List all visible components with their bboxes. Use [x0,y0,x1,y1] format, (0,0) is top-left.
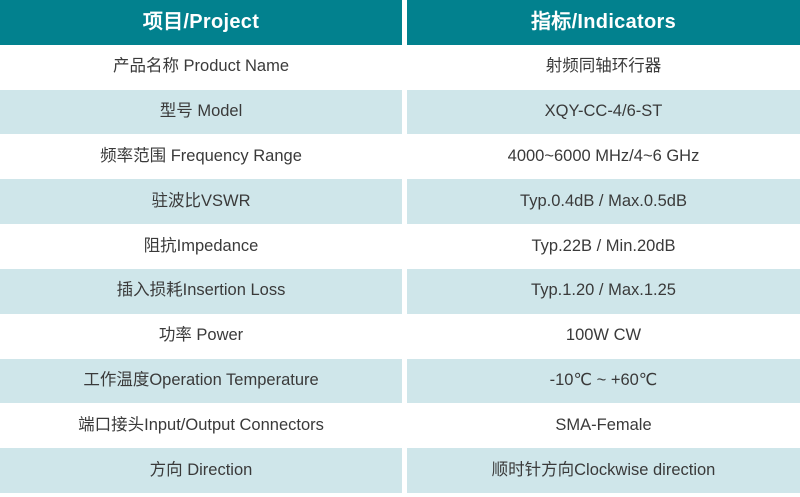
table-row: 型号 Model XQY-CC-4/6-ST [0,89,800,135]
row-label: 工作温度Operation Temperature [83,371,319,389]
row-value: 射频同轴环行器 [545,57,662,76]
row-value: XQY-CC-4/6-ST [544,102,663,121]
row-label: 方向 Direction [149,460,253,479]
table-row: 频率范围 Frequency Range 4000~6000 MHz/4~6 G… [0,134,800,180]
row-label: 功率 Power [158,326,244,345]
header-cell-indicators: 指标/Indicators [530,11,677,34]
column-divider [402,403,407,449]
column-divider [402,358,407,404]
column-divider [402,268,407,314]
table-row: 工作温度Operation Temperature -10℃ ~ +60℃ [0,358,800,404]
row-label: 频率范围 Frequency Range [100,146,302,165]
column-divider [402,179,407,225]
row-value: 100W CW [565,326,642,345]
table-row: 阻抗Impedance Typ.22B / Min.20dB [0,224,800,269]
row-value: -10℃ ~ +60℃ [549,371,658,389]
column-divider [402,224,407,269]
row-value: Typ.1.20 / Max.1.25 [531,281,676,300]
row-label: 产品名称 Product Name [112,57,290,76]
table-row: 端口接头Input/Output Connectors SMA-Female [0,403,800,449]
row-value: Typ.0.4dB / Max.0.5dB [520,191,687,210]
table-row: 方向 Direction 顺时针方向Clockwise direction [0,448,800,493]
column-divider [402,0,407,45]
row-value: 4000~6000 MHz/4~6 GHz [507,146,700,165]
row-label: 型号 Model [159,102,243,121]
row-label: 阻抗Impedance [143,236,259,255]
column-divider [402,313,407,359]
column-divider [402,44,407,90]
column-divider [402,89,407,135]
row-value: 顺时针方向Clockwise direction [491,460,716,479]
row-label: 端口接头Input/Output Connectors [78,415,324,434]
column-divider [402,448,407,493]
row-label: 插入损耗Insertion Loss [116,281,286,300]
table-header-row: 项目/Project 指标/Indicators [0,0,800,45]
header-cell-project: 项目/Project [142,11,260,34]
table-row: 插入损耗Insertion Loss Typ.1.20 / Max.1.25 [0,268,800,314]
table-row: 产品名称 Product Name 射频同轴环行器 [0,44,800,90]
table-row: 驻波比VSWR Typ.0.4dB / Max.0.5dB [0,179,800,225]
row-value: SMA-Female [555,415,652,434]
column-divider [402,134,407,180]
table-row: 功率 Power 100W CW [0,313,800,359]
row-value: Typ.22B / Min.20dB [531,236,676,255]
row-label: 驻波比VSWR [151,191,251,210]
